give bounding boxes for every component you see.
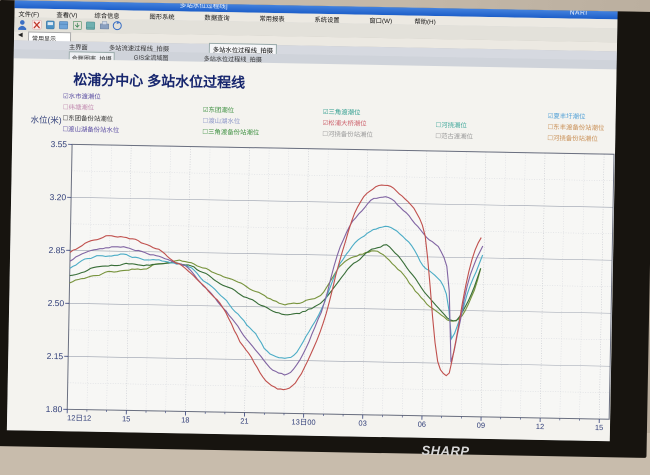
svg-text:18: 18 <box>181 415 190 424</box>
svg-text:15: 15 <box>122 414 131 423</box>
svg-text:13日00: 13日00 <box>291 417 315 426</box>
svg-text:15: 15 <box>595 423 604 432</box>
svg-text:2.50: 2.50 <box>48 298 65 308</box>
svg-text:21: 21 <box>240 416 249 425</box>
svg-text:开始时间: 2018/06/12 12:00 结束时间:: 开始时间: 2018/06/12 12:00 结束时间: 2018/06/13 … <box>217 427 397 432</box>
svg-text:1.80: 1.80 <box>46 404 63 414</box>
svg-text:09: 09 <box>477 421 486 430</box>
svg-text:03: 03 <box>358 419 367 428</box>
svg-text:06: 06 <box>418 420 427 429</box>
svg-text:2.85: 2.85 <box>49 245 66 255</box>
svg-text:12: 12 <box>536 422 545 431</box>
svg-text:3.55: 3.55 <box>50 139 67 149</box>
svg-text:2.15: 2.15 <box>47 351 64 361</box>
svg-text:3.20: 3.20 <box>49 192 66 202</box>
svg-text:12日12: 12日12 <box>67 413 91 422</box>
